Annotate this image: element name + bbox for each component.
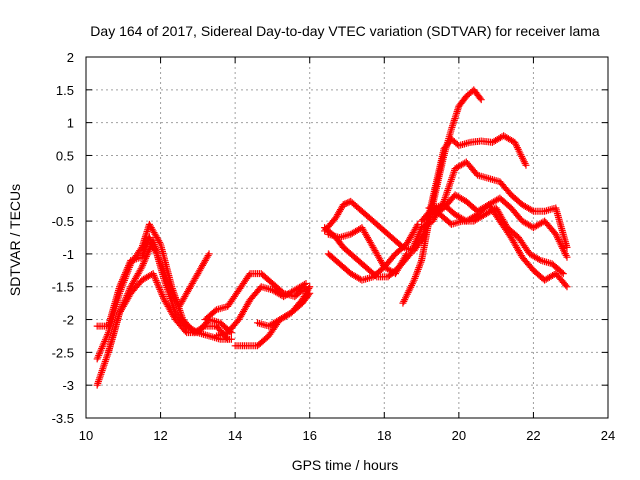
data-marker: [342, 199, 350, 207]
data-marker: [402, 252, 410, 260]
series-s8: [254, 283, 314, 330]
y-tick-label: 2: [67, 50, 74, 65]
data-marker: [205, 250, 213, 258]
series-s13: [399, 86, 485, 307]
data-marker: [562, 281, 570, 289]
data-marker: [413, 222, 421, 230]
data-marker: [477, 96, 485, 104]
y-tick-label: -3.5: [52, 411, 74, 426]
data-marker: [137, 265, 145, 273]
data-marker: [559, 270, 567, 278]
x-tick-label: 16: [302, 428, 316, 443]
data-marker: [227, 335, 235, 343]
data-marker: [306, 283, 314, 291]
data-marker: [522, 161, 530, 169]
y-tick-label: -1: [62, 247, 74, 262]
data-marker: [339, 201, 347, 209]
data-marker: [341, 200, 349, 208]
y-tick-label: -2: [62, 313, 74, 328]
plot-frame: [85, 56, 609, 419]
x-tick-label: 12: [153, 428, 167, 443]
y-tick-label: 0: [67, 181, 74, 196]
data-marker: [528, 206, 536, 214]
y-tick-label: -1.5: [52, 280, 74, 295]
x-tick-label: 18: [377, 428, 391, 443]
series-s16: [418, 194, 571, 261]
data-marker: [414, 220, 422, 228]
y-tick-label: -3: [62, 378, 74, 393]
series-s12: [324, 224, 411, 278]
y-tick-label: -2.5: [52, 345, 74, 360]
data-marker: [305, 284, 313, 292]
series-s6: [213, 279, 310, 340]
data-marker: [563, 283, 571, 291]
x-axis-title: GPS time / hours: [292, 457, 399, 473]
series-s18: [429, 191, 571, 291]
data-marker: [302, 279, 310, 287]
x-tick-label: 10: [79, 428, 93, 443]
x-tick-label: 14: [228, 428, 242, 443]
y-tick-label: -0.5: [52, 214, 74, 229]
series-s5: [201, 270, 310, 324]
series-s14: [418, 132, 530, 245]
data-marker: [137, 245, 145, 253]
data-marker: [345, 198, 353, 206]
data-marker: [476, 94, 484, 102]
y-tick-label: 0.5: [56, 148, 74, 163]
data-marker: [403, 250, 411, 258]
data-marker: [535, 256, 543, 264]
data-marker: [245, 271, 253, 279]
y-tick-label: 1: [67, 116, 74, 131]
x-tick-label: 22: [526, 428, 540, 443]
x-tick-label: 24: [601, 428, 615, 443]
x-axis-ticks: 10 12 14 16 18 20 22 24: [79, 57, 615, 443]
data-marker: [563, 253, 571, 261]
data-marker: [300, 280, 308, 288]
x-tick-label: 20: [452, 428, 466, 443]
data-marker: [204, 252, 212, 260]
data-marker: [181, 327, 189, 335]
data-points: [93, 86, 571, 389]
chart-title: Day 164 of 2017, Sidereal Day-to-day VTE…: [90, 23, 600, 39]
data-marker: [558, 268, 566, 276]
y-axis-title: SDTVAR / TECUs: [7, 184, 23, 296]
series-s11: [324, 220, 422, 284]
y-tick-label: 1.5: [56, 83, 74, 98]
data-marker: [156, 238, 164, 246]
y-axis-ticks: -3.5 -3 -2.5 -2 -1.5 -1 -0.5 0 0.5 1 1.5 2: [52, 50, 608, 426]
